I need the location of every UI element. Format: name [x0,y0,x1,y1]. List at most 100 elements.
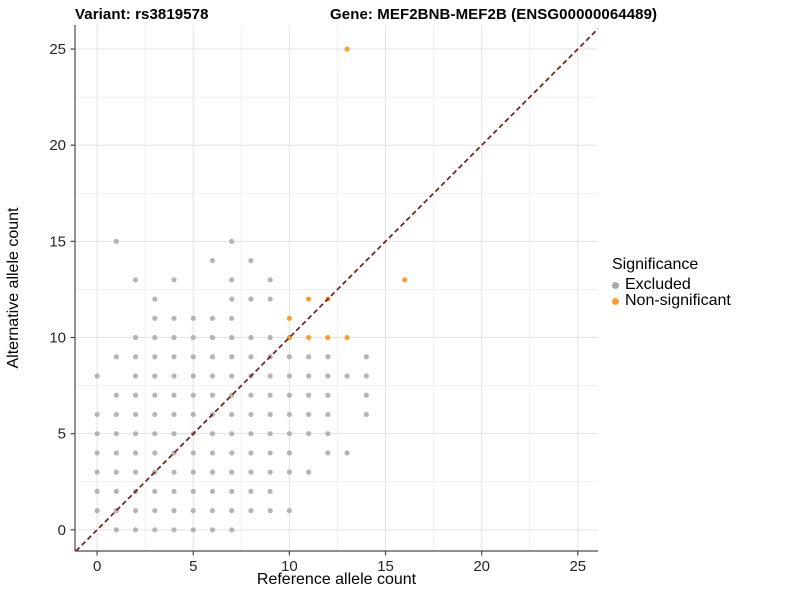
data-point [267,373,273,379]
data-point [306,296,312,302]
x-tick-label: 5 [189,558,197,575]
data-point [113,450,119,456]
data-point [190,488,196,494]
data-point [152,373,158,379]
data-point [229,431,235,437]
data-point [209,527,216,533]
data-point [229,488,235,494]
data-point [229,296,235,302]
data-point [113,527,119,533]
data-point [248,411,254,418]
data-point [190,373,196,379]
data-point [402,277,408,283]
data-point [171,315,177,321]
data-point [152,334,158,341]
data-point [132,508,139,514]
excluded-dot-icon [612,281,619,289]
data-point [113,469,119,475]
data-point [113,431,119,437]
data-point [286,431,292,437]
data-point [229,469,235,475]
data-point [113,392,119,398]
gene-title: Gene: MEF2BNB-MEF2B (ENSG00000064489) [330,6,658,23]
data-point [248,431,254,437]
data-point [325,334,331,341]
data-point [363,373,369,379]
data-point [363,354,369,360]
y-tick-label: 0 [58,522,66,539]
data-point [152,392,158,398]
data-point [171,354,177,360]
data-point [306,392,312,398]
data-point [286,411,292,418]
data-point [132,431,139,437]
data-point [94,450,100,456]
data-point [132,373,139,379]
legend: Significance Excluded Non-significant [612,256,731,309]
data-point [267,334,273,341]
data-point [209,392,216,398]
data-point [209,431,216,437]
data-point [94,431,100,437]
data-point [209,508,216,514]
data-point [248,334,254,341]
data-point [229,411,235,418]
data-point [229,238,235,244]
data-point [306,334,312,341]
y-tick-label: 10 [49,330,66,347]
x-tick-label: 10 [281,558,298,575]
legend-label-non-significant: Non-significant [625,292,731,309]
legend-label-excluded: Excluded [625,276,691,293]
data-point [229,450,235,456]
data-point [248,392,254,398]
y-tick-label: 15 [49,233,66,250]
data-point [229,373,235,379]
data-point [190,334,196,341]
x-tick-label: 15 [377,558,394,575]
data-point [171,527,177,533]
data-point [286,392,292,398]
data-point [229,334,235,341]
data-point [209,315,216,321]
data-point [190,527,196,533]
data-point [190,315,196,321]
data-point [171,411,177,418]
data-point [190,508,196,514]
data-point [113,238,119,244]
y-tick-label: 5 [58,426,66,443]
data-point [171,488,177,494]
data-point [229,354,235,360]
data-point [94,469,100,475]
data-point [248,296,254,302]
data-point [229,277,235,283]
data-point [267,431,273,437]
data-point [132,411,139,418]
data-point [325,392,331,398]
data-point [94,488,100,494]
data-point [325,354,331,360]
data-point [209,334,216,341]
data-point [325,373,331,379]
data-point [152,431,158,437]
data-point [132,334,139,341]
data-point [209,257,216,264]
data-point [248,257,254,264]
data-point [344,373,350,379]
data-point [209,488,216,494]
data-point [190,392,196,398]
data-point [286,373,292,379]
data-point [306,354,312,360]
x-axis-title: Reference allele count [257,571,417,588]
data-point [229,315,235,321]
data-point [171,469,177,475]
data-point [286,450,292,456]
data-point [267,488,273,494]
data-point [94,508,100,514]
data-point [152,296,158,302]
data-point [209,450,216,456]
data-point [152,411,158,418]
y-axis-title: Alternative allele count [5,207,22,369]
data-point [306,431,312,437]
data-point [209,373,216,379]
data-point [190,450,196,456]
